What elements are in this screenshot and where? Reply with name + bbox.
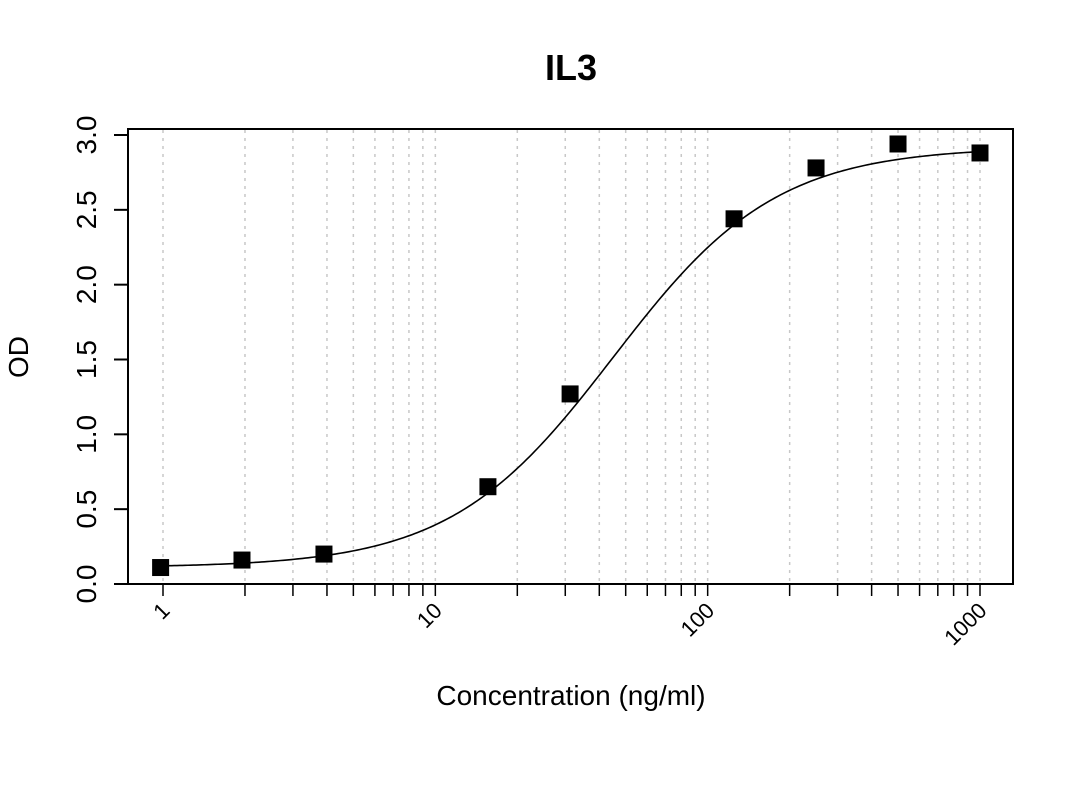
data-point: [725, 210, 743, 228]
y-tick-label: 0.5: [71, 490, 102, 529]
chart-title: IL3: [545, 47, 597, 88]
data-point: [889, 135, 907, 153]
data-point: [971, 144, 989, 162]
x-tick-label: 10: [412, 598, 447, 633]
y-tick-label: 0.0: [71, 565, 102, 604]
data-point: [315, 545, 333, 563]
data-point: [152, 559, 170, 577]
y-tick-label: 1.0: [71, 415, 102, 454]
y-tick-label: 2.5: [71, 190, 102, 229]
y-tick-label: 2.0: [71, 265, 102, 304]
y-tick-label: 1.5: [71, 340, 102, 379]
x-grid: [162, 130, 981, 583]
x-tick-label: 100: [676, 598, 720, 642]
data-point: [233, 551, 251, 569]
fit-curve: [160, 150, 981, 567]
data-point: [561, 385, 579, 403]
data-point: [479, 478, 497, 496]
points: [152, 135, 989, 577]
y-axis-label: OD: [3, 336, 34, 378]
y-tick-label: 3.0: [71, 116, 102, 155]
plot-frame: [127, 128, 1014, 585]
data-point: [807, 159, 825, 177]
x-tick-label: 1: [148, 598, 174, 624]
y-axis: 0.0 0.5 1.0 1.5 2.0 2.5 3.0: [71, 116, 129, 604]
x-axis-label: Concentration (ng/ml): [436, 680, 705, 711]
x-axis: 1 10 100 1000: [148, 584, 992, 650]
x-tick-label: 1000: [939, 598, 991, 650]
